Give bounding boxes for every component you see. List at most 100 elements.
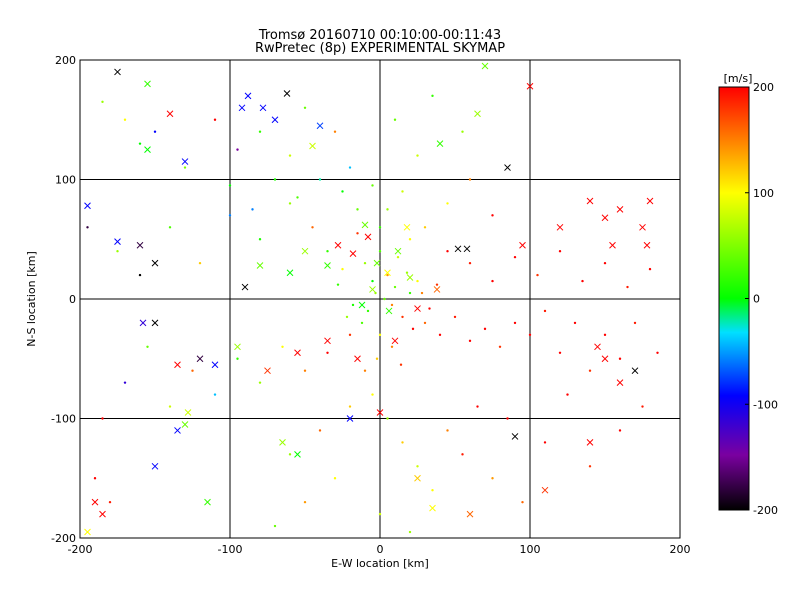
data-point-cross bbox=[616, 206, 624, 213]
data-point-dot bbox=[498, 345, 502, 348]
data-point-dot bbox=[191, 369, 194, 372]
colorbar-ticks: -200 -100 0 100 200 bbox=[745, 81, 778, 517]
data-point-dot bbox=[405, 271, 409, 274]
data-point-cross bbox=[481, 62, 489, 70]
data-point-cross bbox=[616, 379, 624, 387]
data-point-dot bbox=[401, 315, 404, 319]
data-point-dot bbox=[399, 363, 403, 366]
data-point-dot bbox=[420, 291, 424, 295]
data-point-cross bbox=[264, 367, 271, 375]
data-point-cross bbox=[144, 146, 151, 153]
data-point-cross bbox=[99, 510, 106, 518]
data-point-dot bbox=[228, 214, 232, 217]
data-point-cross bbox=[349, 250, 357, 257]
data-point-cross bbox=[234, 343, 241, 351]
data-point-dot bbox=[371, 279, 374, 283]
data-point-cross bbox=[414, 474, 421, 482]
data-point-dot bbox=[461, 130, 464, 133]
dot-points bbox=[86, 94, 659, 534]
data-point-dot bbox=[288, 202, 292, 205]
data-point-cross bbox=[384, 269, 391, 277]
data-point-cross bbox=[316, 122, 324, 130]
data-point-cross bbox=[556, 223, 564, 231]
data-point-dot bbox=[656, 351, 659, 354]
data-point-dot bbox=[491, 214, 494, 217]
data-point-dot bbox=[153, 130, 157, 133]
data-point-dot bbox=[258, 130, 262, 133]
colorbar-tick-label: 100 bbox=[753, 187, 774, 200]
data-point-cross bbox=[174, 427, 181, 434]
data-point-dot bbox=[251, 208, 254, 211]
data-point-dot bbox=[513, 321, 517, 325]
data-point-dot bbox=[236, 357, 239, 360]
data-point-dot bbox=[468, 178, 472, 181]
data-point-cross bbox=[151, 462, 159, 470]
data-point-dot bbox=[138, 273, 142, 277]
data-point-cross bbox=[181, 158, 189, 165]
colorbar-label: [m/s] bbox=[724, 72, 753, 85]
data-point-cross bbox=[403, 223, 411, 231]
data-point-dot bbox=[183, 166, 187, 169]
data-point-dot bbox=[491, 477, 494, 480]
data-point-dot bbox=[108, 500, 112, 504]
data-point-dot bbox=[543, 309, 547, 313]
data-point-cross bbox=[643, 241, 651, 249]
data-point-dot bbox=[386, 273, 389, 277]
x-tick-label: 100 bbox=[520, 543, 541, 556]
data-point-dot bbox=[513, 255, 517, 259]
data-point-dot bbox=[411, 327, 415, 331]
x-axis-label: E-W location [km] bbox=[331, 557, 429, 570]
data-point-dot bbox=[138, 142, 142, 145]
data-point-dot bbox=[543, 441, 547, 444]
data-point-cross bbox=[609, 241, 616, 249]
x-tick-label: 200 bbox=[670, 543, 691, 556]
data-point-dot bbox=[491, 279, 494, 283]
data-point-dot bbox=[356, 208, 359, 211]
data-point-dot bbox=[371, 393, 374, 396]
data-point-dot bbox=[528, 333, 532, 337]
data-point-cross bbox=[84, 528, 91, 536]
data-point-dot bbox=[348, 333, 352, 337]
data-point-dot bbox=[390, 303, 394, 307]
data-point-dot bbox=[438, 333, 442, 337]
data-point-cross bbox=[586, 197, 594, 205]
data-point-cross bbox=[84, 202, 91, 210]
data-point-dot bbox=[378, 226, 382, 229]
data-point-cross bbox=[256, 262, 264, 269]
data-point-cross bbox=[211, 361, 219, 369]
data-point-dot bbox=[446, 250, 449, 253]
data-point-cross bbox=[346, 415, 354, 422]
data-point-dot bbox=[326, 351, 329, 354]
data-point-cross bbox=[238, 104, 246, 112]
data-point-dot bbox=[333, 477, 337, 480]
data-point-cross bbox=[631, 367, 639, 375]
data-point-dot bbox=[378, 250, 382, 253]
colorbar-tick-label: -200 bbox=[753, 504, 778, 517]
data-point-dot bbox=[375, 357, 379, 360]
data-point-dot bbox=[588, 369, 592, 372]
data-point-cross bbox=[334, 241, 342, 249]
data-point-cross bbox=[286, 269, 294, 277]
data-point-cross bbox=[144, 80, 151, 88]
data-point-cross bbox=[394, 247, 402, 255]
data-point-dot bbox=[303, 106, 307, 110]
data-point-cross bbox=[586, 439, 594, 446]
data-point-cross bbox=[91, 498, 99, 506]
y-axis-ticks: -200 -100 0 100 200 bbox=[51, 54, 76, 545]
data-point-dot bbox=[356, 232, 359, 235]
data-point-cross bbox=[204, 498, 211, 506]
data-point-dot bbox=[431, 94, 434, 98]
data-point-dot bbox=[101, 417, 104, 420]
data-point-dot bbox=[288, 453, 292, 456]
y-axis-label: N-S location [km] bbox=[25, 251, 38, 347]
data-point-cross bbox=[594, 343, 601, 351]
data-point-dot bbox=[168, 405, 172, 408]
data-point-dot bbox=[258, 238, 262, 241]
data-point-cross bbox=[601, 214, 609, 222]
data-point-dot bbox=[168, 226, 172, 229]
data-point-cross bbox=[474, 110, 481, 118]
data-point-cross bbox=[526, 82, 534, 90]
data-point-dot bbox=[198, 261, 202, 265]
data-point-dot bbox=[341, 267, 344, 271]
